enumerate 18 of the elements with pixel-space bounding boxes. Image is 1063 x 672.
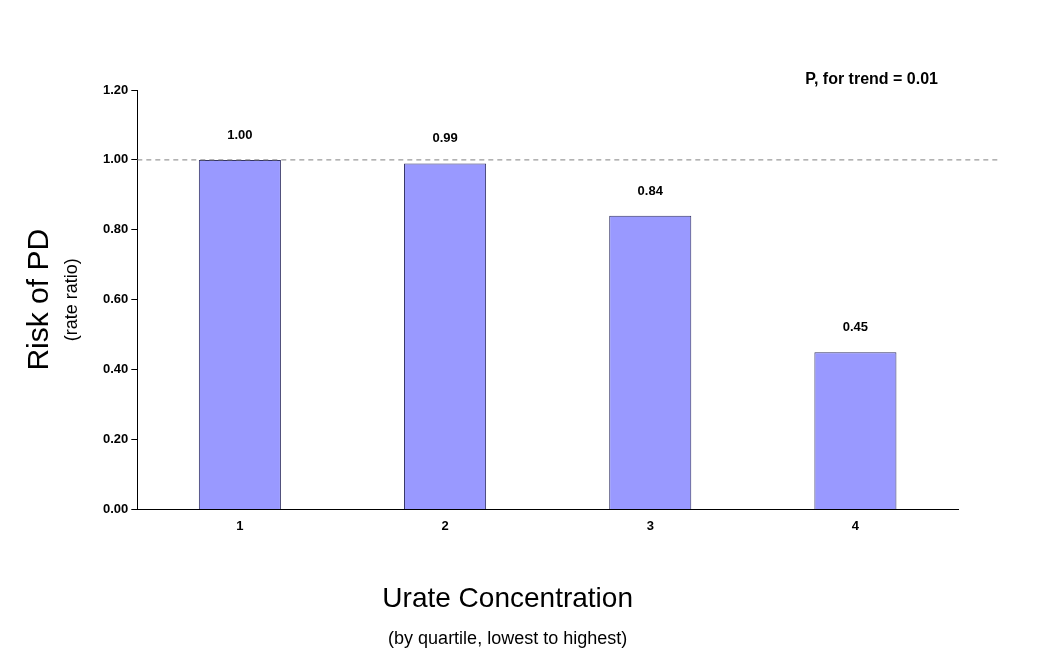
y-tick-label: 1.00 <box>102 151 129 167</box>
data-label: 1.00 <box>227 126 253 142</box>
data-label: 0.84 <box>637 182 664 198</box>
y-tick-label: 0.80 <box>102 221 129 237</box>
y-axis-title: Risk of PD (rate ratio) <box>21 228 81 371</box>
y-tick-label: 1.20 <box>102 81 129 97</box>
x-tick-label: 4 <box>851 517 860 533</box>
x-tick-label: 2 <box>441 517 449 533</box>
data-label: 0.99 <box>432 130 458 146</box>
text: P, for trend = 0.01 <box>805 70 939 88</box>
y-tick-label: 0.60 <box>102 291 129 307</box>
data-label: 0.45 <box>842 319 869 335</box>
x-tick-label: 1 <box>236 517 244 533</box>
x-tick-label: 3 <box>646 517 654 533</box>
y-tick-label: 0.20 <box>102 431 129 447</box>
y-tick-label: 0.40 <box>102 361 129 377</box>
y-tick-label: 0.00 <box>102 500 129 516</box>
x-axis-title: Urate Concentration (by quartile, lowest to highest) <box>382 582 633 649</box>
